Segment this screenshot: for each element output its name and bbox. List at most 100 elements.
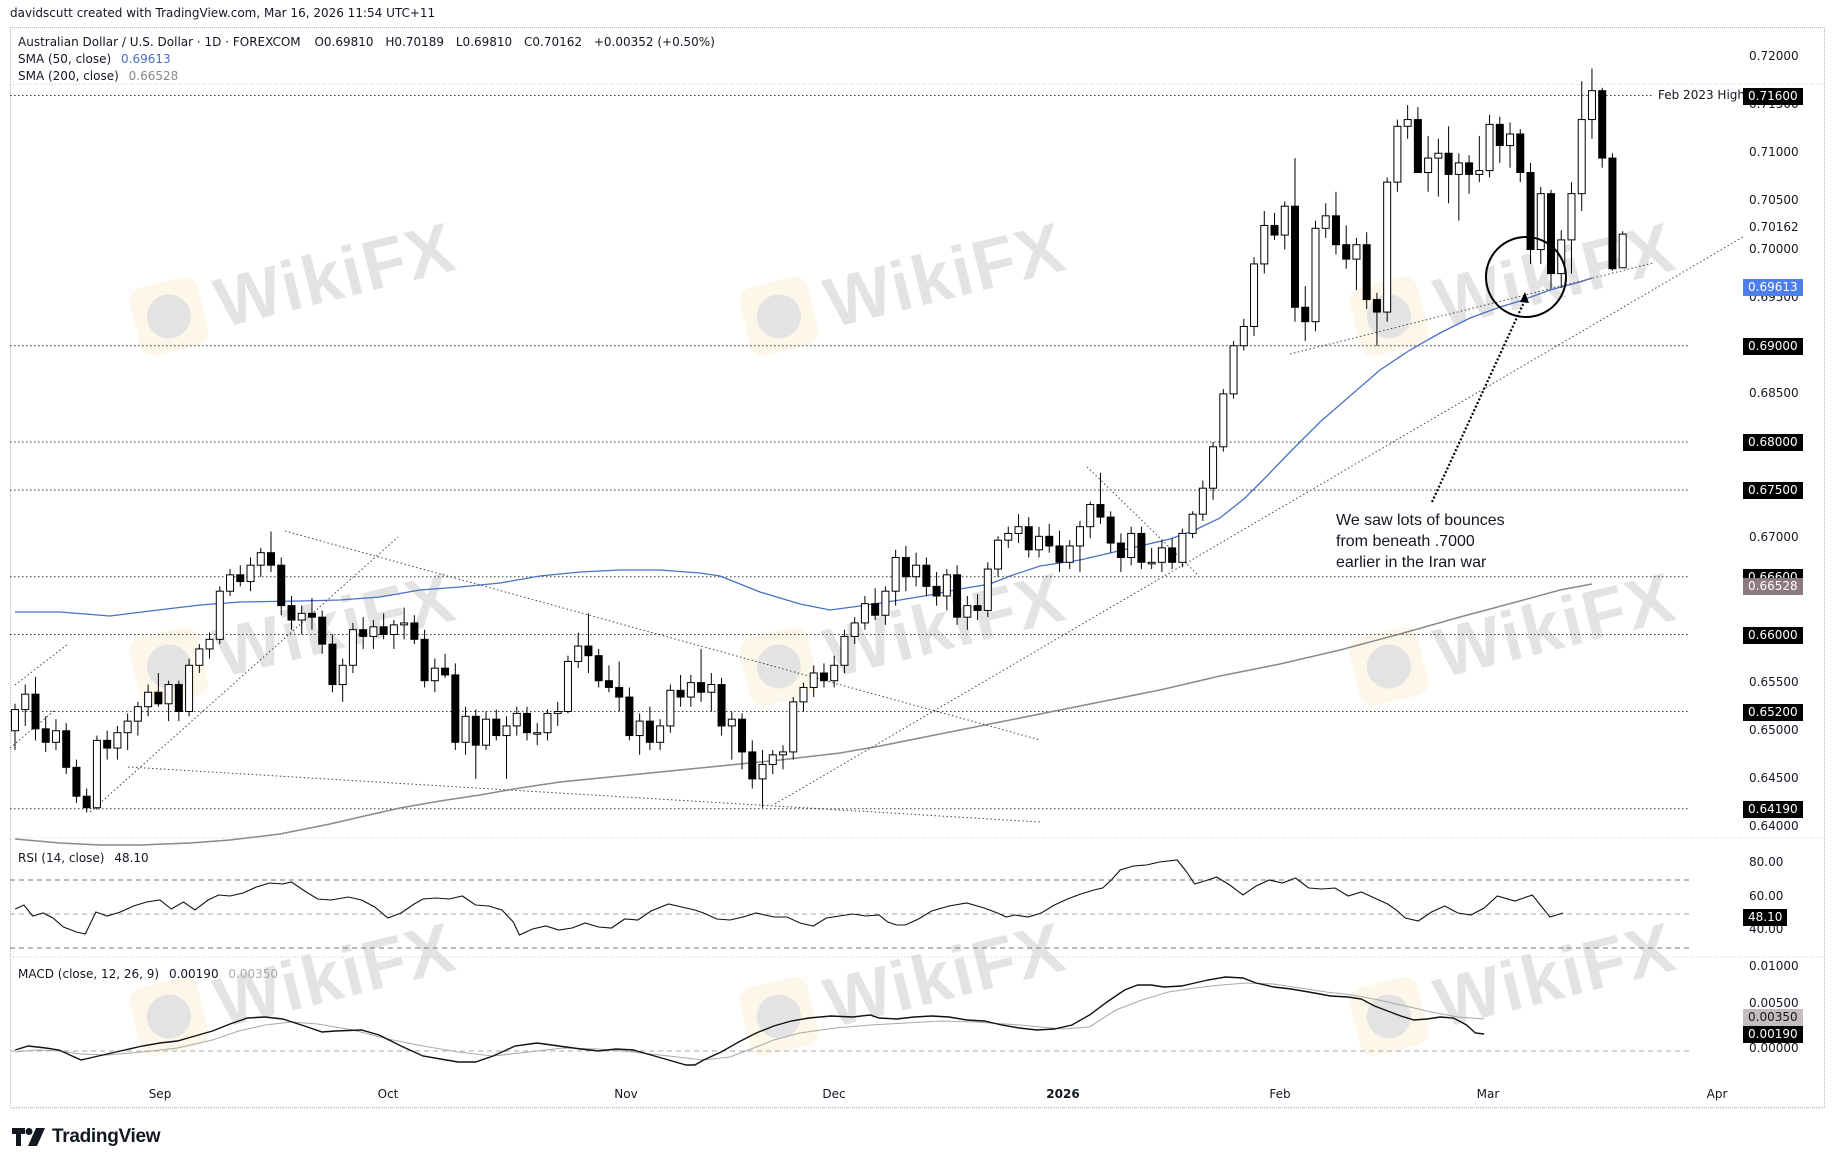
candle-up [1075, 526, 1084, 547]
candle-down [1024, 526, 1033, 551]
price-tick-label: 0.70500 [1749, 193, 1799, 208]
price-tick-label: 0.70000 [1749, 241, 1799, 256]
rsi-legend[interactable]: RSI (14, close) 48.10 [18, 851, 149, 865]
price-tick-label: 0.67000 [1749, 530, 1799, 545]
candle-up [1229, 345, 1238, 395]
candle-up [656, 725, 665, 743]
candle-up [1434, 152, 1443, 159]
candle-up [1127, 532, 1136, 558]
level-price-tag: 0.67500 [1743, 482, 1803, 500]
credit-line: davidscutt created with TradingView.com,… [10, 6, 436, 20]
candle-up [1280, 205, 1289, 236]
candle-down [1168, 547, 1177, 563]
trendline [14, 643, 69, 686]
sma50-label: SMA (50, close) [18, 52, 112, 66]
ohlc-low: L0.69810 [455, 35, 513, 49]
candle-up [727, 718, 736, 727]
sma200-price-tag: 0.66528 [1743, 577, 1803, 595]
price-tick-label: 0.68500 [1749, 385, 1799, 400]
candle-down [1413, 119, 1422, 173]
candle-down [1547, 193, 1555, 275]
signal-value-tag: 0.00350 [1743, 1009, 1803, 1026]
candle-up [686, 682, 695, 698]
candle-down [604, 680, 613, 688]
macd-value-tag: 0.00190 [1743, 1026, 1803, 1043]
candle-down [1495, 123, 1504, 147]
candle-down [1096, 504, 1105, 518]
candle-down [676, 689, 685, 698]
candle-down [1137, 532, 1146, 563]
candle-down [236, 574, 245, 583]
last-price-label: 0.70162 [1749, 219, 1799, 234]
candle-down [328, 643, 337, 686]
candle-up [840, 635, 849, 666]
level-price-tag: 0.71600 [1743, 87, 1803, 105]
macd-tick-label: 0.01000 [1749, 959, 1799, 973]
trendline [127, 766, 1041, 823]
candle-down [410, 622, 419, 640]
annotation-arrow [1431, 299, 1526, 503]
candle-up [164, 684, 173, 705]
candle-up [226, 574, 235, 592]
candle-up [1065, 545, 1074, 563]
candle-up [1035, 535, 1043, 551]
candle-up [461, 715, 470, 743]
signal-value: 0.00350 [228, 967, 279, 981]
macd-label: MACD (close, 12, 26, 9) [18, 967, 160, 981]
rsi-tick-label: 60.00 [1749, 889, 1784, 903]
candle-down [973, 605, 982, 611]
candle-up [860, 603, 869, 624]
candle-up [1014, 526, 1023, 534]
candle-up [543, 712, 552, 734]
candle-up [1188, 513, 1197, 534]
level-price-tag: 0.64190 [1743, 800, 1803, 818]
sma200-legend[interactable]: SMA (200, close) 0.66528 [18, 69, 178, 83]
candle-up [942, 574, 951, 597]
sma50-price-tag: 0.69613 [1743, 278, 1803, 296]
trendline [89, 536, 399, 813]
candle-up [1239, 326, 1248, 347]
trendline [774, 236, 1744, 805]
candle-down [1342, 244, 1351, 260]
candle-up [1250, 263, 1259, 327]
level-price-tag: 0.65200 [1743, 703, 1803, 721]
rsi-label: RSI (14, close) [18, 851, 105, 865]
level-price-tag: 0.68000 [1743, 434, 1803, 451]
candle-up [881, 590, 890, 616]
trendline [284, 530, 1041, 741]
candle-down [1291, 205, 1299, 308]
candle-down [645, 720, 654, 743]
macd-legend[interactable]: MACD (close, 12, 26, 9) 0.00190 0.00350 [18, 967, 278, 981]
macd-value: 0.00190 [168, 967, 219, 981]
annotation-line-1: We saw lots of bounces [1336, 512, 1505, 529]
candle-down [922, 564, 931, 587]
sma50-legend[interactable]: SMA (50, close) 0.69613 [18, 52, 171, 66]
candle-up [963, 605, 972, 618]
candle-up [133, 706, 142, 722]
candle-up [482, 718, 491, 746]
candle-up [1536, 193, 1545, 251]
annotation-text: We saw lots of bounces from beneath .700… [1336, 510, 1505, 573]
price-tick-label: 0.64000 [1749, 819, 1799, 833]
price-tick-label: 0.64500 [1749, 770, 1799, 785]
tradingview-logo[interactable]: TradingView [12, 1126, 161, 1148]
ohlc-close: C0.70162 [524, 35, 583, 49]
candle-up [809, 672, 818, 688]
candle-down [697, 682, 706, 693]
candle-up [1219, 393, 1228, 448]
candle-down [1526, 172, 1535, 250]
candle-down [41, 728, 50, 743]
candle-up [799, 686, 808, 703]
candle-up [1424, 157, 1433, 173]
candle-up [256, 552, 265, 566]
candle-up [1393, 125, 1402, 183]
candle-up [1178, 532, 1187, 563]
candle-down [1444, 152, 1453, 175]
trendline [1289, 262, 1654, 355]
candle-down [717, 684, 726, 727]
candle-down [1045, 535, 1054, 547]
rsi-tick-label: 80.00 [1749, 855, 1784, 869]
time-tick-label: Mar [1476, 1087, 1500, 1101]
time-tick-label: Dec [822, 1087, 846, 1101]
